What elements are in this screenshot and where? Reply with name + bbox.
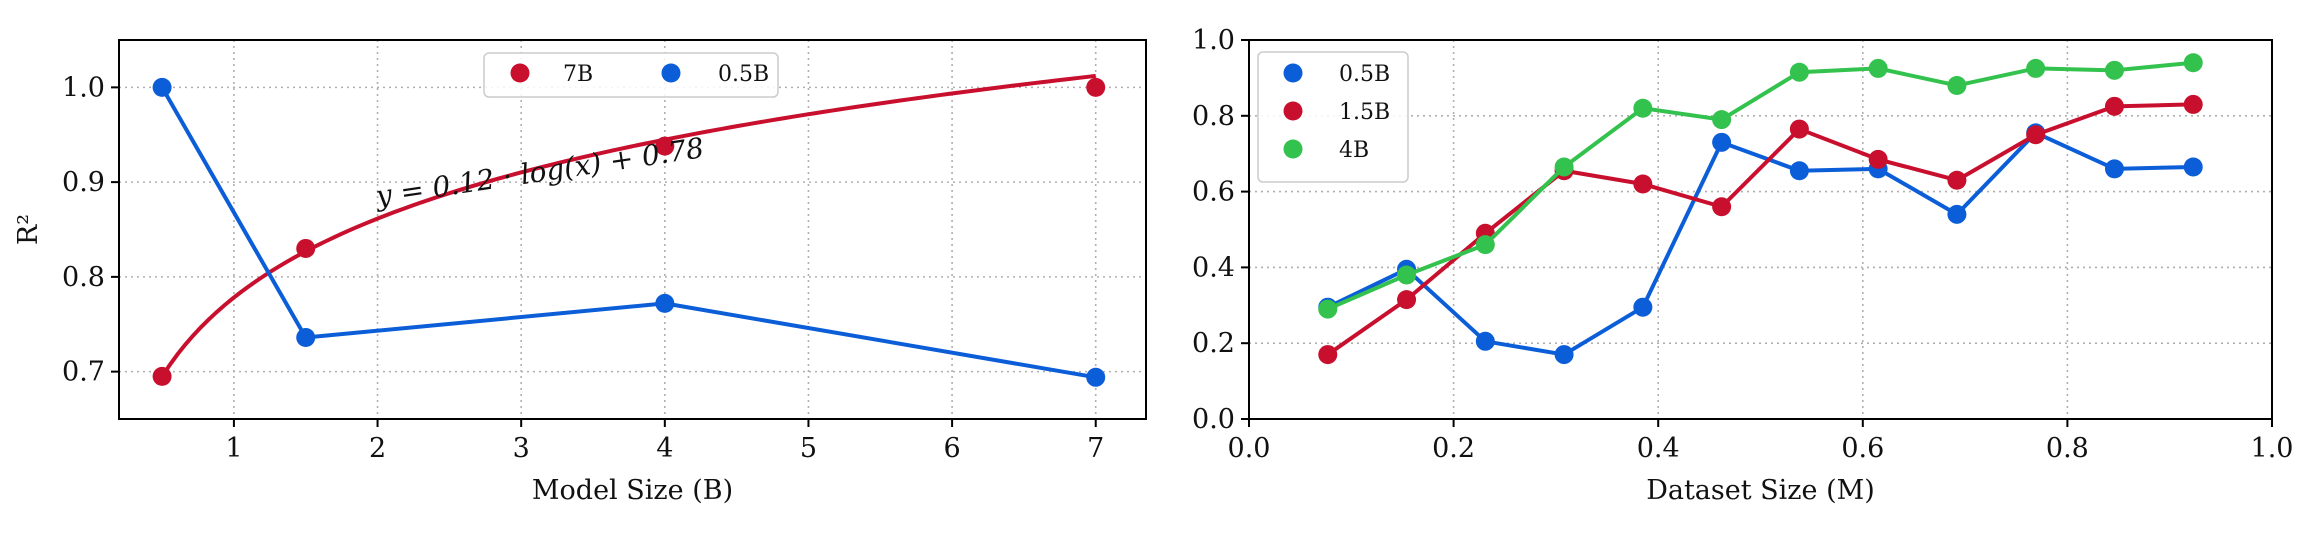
x-tick-label: 5 [800,433,817,464]
data-point-4B [1868,58,1888,78]
data-point-0.5B [655,293,675,313]
plot-frame [1248,39,2273,420]
legend-label-1.5B: 1.5B [1339,100,1390,125]
data-point-1.5B [1318,345,1338,365]
series-line-1.5B [1326,102,2194,357]
data-point-0.5B [1947,204,1967,224]
data-point-1.5B [2026,125,2046,145]
series-0.5B [1318,123,2203,365]
legend-marker-0.5B [661,63,681,83]
legend-marker-4B [1283,139,1303,159]
y-tick-label: 0.6 [1192,177,1235,208]
data-point-4B [1397,265,1417,285]
data-point-0.5B [1712,132,1732,152]
data-point-0.5B [1554,345,1574,365]
left-chart: 1 2 3 4 5 6 7 0.7 0.8 0.9 1.0 Model Size (B) R² 7B 0.5… [13,39,1147,506]
x-tick-label: 0.4 [1637,433,1680,464]
fit-equation-annotation: y = 0.12 · log(x) + 0.78 [372,131,706,213]
fit-curve-7B [160,73,1096,378]
data-point-1.5B [1947,170,1967,190]
y-axis-label: R² [13,214,44,245]
plot-frame [118,39,1147,420]
data-point-0.5B [1475,331,1495,351]
data-point-4B [1712,110,1732,130]
x-tick-label: 7 [1087,433,1104,464]
data-point-4B [2104,60,2124,80]
series-line-4B [1326,60,2194,311]
x-axis-label: Model Size (B) [532,475,733,506]
legend-marker-0.5B [1283,63,1303,83]
data-point-4B [1947,75,1967,95]
y-tick-label: 1.0 [1192,25,1235,56]
x-tick-label: 0.0 [1228,433,1271,464]
y-tick-label: 0.4 [1192,252,1235,283]
y-tick-label: 0.8 [1192,101,1235,132]
x-tick-label: 1.0 [2251,433,2294,464]
data-point-4B [2026,58,2046,78]
data-point-1.5B [1633,174,1653,194]
data-point-0.5B [152,77,172,97]
series-0.5B [152,77,1106,387]
y-tick-label: 0.9 [62,167,105,198]
data-point-7B [1086,77,1106,97]
data-point-4B [1475,235,1495,255]
x-tick-label: 4 [656,433,673,464]
data-point-4B [1318,299,1338,319]
data-point-1.5B [2183,94,2203,114]
series-line-0.5B [160,86,1097,380]
data-point-0.5B [1789,161,1809,181]
data-point-4B [1554,157,1574,177]
data-point-4B [1789,62,1809,82]
data-point-0.5B [2104,159,2124,179]
legend-marker-1.5B [1283,101,1303,121]
data-point-7B [655,136,675,156]
x-axis-label: Dataset Size (M) [1646,475,1875,506]
x-tick-label: 6 [943,433,960,464]
y-tick-label: 0.8 [62,262,105,293]
legend-label-4B: 4B [1339,138,1369,163]
data-point-7B [152,366,172,386]
data-point-1.5B [2104,96,2124,116]
data-point-4B [1633,98,1653,118]
data-point-1.5B [1789,119,1809,139]
x-tick-label: 0.8 [2046,433,2089,464]
x-tick-label: 0.6 [1841,433,1884,464]
x-tick-label: 3 [513,433,530,464]
data-point-1.5B [1868,149,1888,169]
series-4B [1318,53,2203,319]
data-point-4B [2183,53,2203,73]
series-line-0.5B [1326,130,2194,357]
data-point-0.5B [1633,297,1653,317]
y-tick-label: 1.0 [62,72,105,103]
x-tick-label: 1 [225,433,242,464]
legend-box [483,52,779,98]
legend-label-0.5B: 0.5B [718,62,769,87]
y-tick-label: 0.7 [62,357,105,388]
series-7B [152,73,1106,386]
right-chart: 0.0 0.2 0.4 0.6 0.8 1.0 0.0 0.2 0.4 0.6 0.8 1.0 Data… [1192,25,2293,506]
y-tick-label: 0.2 [1192,328,1235,359]
data-point-0.5B [1086,367,1106,387]
data-point-1.5B [1397,290,1417,310]
y-tick-label: 0.0 [1192,404,1235,435]
x-tick-label: 2 [369,433,386,464]
data-point-7B [296,238,316,258]
legend-marker-7B [510,63,530,83]
data-point-0.5B [2183,157,2203,177]
series-1.5B [1318,94,2203,365]
legend-label-0.5B: 0.5B [1339,62,1390,87]
data-point-1.5B [1712,197,1732,217]
legend-label-7B: 7B [563,62,593,87]
data-point-0.5B [296,328,316,348]
x-tick-label: 0.2 [1432,433,1475,464]
